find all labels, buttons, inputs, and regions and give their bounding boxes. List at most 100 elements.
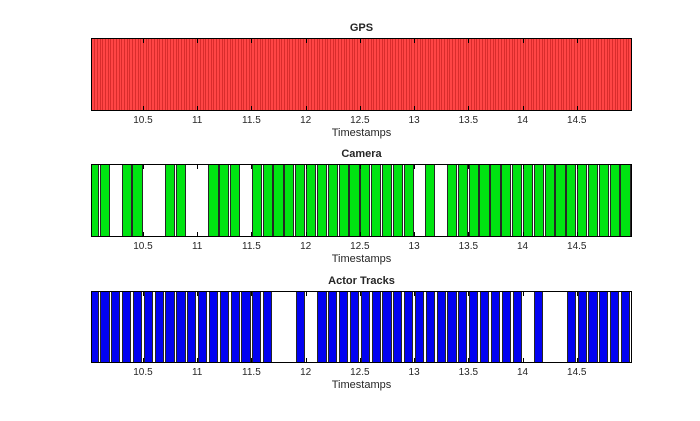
event-mark xyxy=(115,39,120,110)
event-mark xyxy=(180,39,185,110)
event-mark xyxy=(167,39,171,110)
event-mark xyxy=(259,39,263,110)
x-axis-tick-mark xyxy=(468,232,470,236)
event-mark xyxy=(598,39,602,110)
event-mark xyxy=(132,292,143,362)
event-mark xyxy=(292,39,296,110)
event-mark xyxy=(609,165,620,236)
x-axis-tick-mark xyxy=(359,232,361,236)
event-mark xyxy=(240,39,244,110)
event-mark xyxy=(338,292,349,362)
event-mark xyxy=(278,39,282,110)
x-axis-tick-mark xyxy=(251,165,253,169)
event-mark xyxy=(389,39,393,110)
event-mark xyxy=(555,165,566,236)
event-mark xyxy=(216,39,220,110)
event-mark xyxy=(340,39,345,110)
event-mark xyxy=(566,292,576,362)
event-mark xyxy=(132,39,136,110)
event-mark xyxy=(295,165,306,236)
x-axis-tick-label: 11 xyxy=(191,367,203,378)
x-axis-tick-mark xyxy=(576,292,578,296)
event-mark xyxy=(338,39,342,110)
event-mark xyxy=(349,292,360,362)
event-mark xyxy=(587,165,599,236)
event-mark xyxy=(270,39,274,110)
event-mark xyxy=(552,39,556,110)
actor-tracks-plot-title: Actor Tracks xyxy=(328,275,395,287)
event-mark xyxy=(392,39,396,110)
event-mark xyxy=(501,292,511,362)
x-axis-tick-mark xyxy=(197,232,199,236)
event-mark xyxy=(262,165,273,236)
event-mark xyxy=(419,39,423,110)
event-mark xyxy=(221,39,225,110)
x-axis-tick-mark xyxy=(305,358,307,362)
event-mark xyxy=(316,39,320,110)
event-mark xyxy=(538,39,543,110)
x-axis-tick-label: 14.5 xyxy=(567,115,587,126)
actor-tracks-plot-area xyxy=(91,291,632,363)
event-mark xyxy=(612,39,616,110)
event-mark xyxy=(142,39,147,110)
event-mark xyxy=(208,165,219,236)
event-mark xyxy=(587,39,591,110)
event-mark xyxy=(512,292,522,362)
event-mark xyxy=(544,165,555,236)
event-mark xyxy=(457,39,461,110)
event-mark xyxy=(178,39,182,110)
x-axis-tick-mark xyxy=(414,106,416,110)
gps-plot-title: GPS xyxy=(349,22,374,34)
x-axis-tick-label: 12 xyxy=(300,241,312,252)
x-axis-tick-mark xyxy=(522,358,524,362)
event-mark xyxy=(546,39,551,110)
event-mark xyxy=(175,39,179,110)
event-mark xyxy=(430,39,434,110)
event-mark xyxy=(107,39,111,110)
x-axis-tick-mark xyxy=(142,106,144,110)
x-axis-tick-label: 12.5 xyxy=(350,115,370,126)
event-mark xyxy=(595,39,599,110)
event-mark xyxy=(577,292,587,362)
event-mark xyxy=(622,39,627,110)
x-axis-tick-mark xyxy=(251,358,253,362)
event-mark xyxy=(509,39,513,110)
event-mark xyxy=(449,39,453,110)
x-axis-tick-mark xyxy=(142,39,144,43)
event-mark xyxy=(416,39,421,110)
event-mark xyxy=(484,39,488,110)
event-mark xyxy=(330,39,334,110)
event-mark xyxy=(102,39,106,110)
event-mark xyxy=(501,165,512,236)
event-mark xyxy=(414,39,418,110)
x-axis-tick-mark xyxy=(522,165,524,169)
event-mark xyxy=(576,39,580,110)
event-mark xyxy=(198,292,208,362)
x-axis-tick-label: 10.5 xyxy=(133,115,153,126)
x-axis-tick-label: 13.5 xyxy=(458,367,479,378)
x-axis-tick-mark xyxy=(576,165,578,169)
x-axis-tick-mark xyxy=(468,358,470,362)
event-mark xyxy=(313,39,317,110)
event-mark xyxy=(436,292,446,362)
x-axis-tick-mark xyxy=(576,232,578,236)
event-mark xyxy=(332,39,336,110)
event-mark xyxy=(328,292,338,362)
event-mark xyxy=(370,39,374,110)
x-axis-tick-label: 11 xyxy=(191,115,203,126)
event-mark xyxy=(563,39,567,110)
actor-tracks-x-axis-tick-labels: 10.5 11 11.5 12 12.5 13 13.5 14 14.5 xyxy=(92,367,633,380)
event-mark xyxy=(527,39,532,110)
event-mark xyxy=(96,39,101,110)
event-mark xyxy=(118,39,122,110)
gps-x-axis-tick-labels: 10.5 11 11.5 12 12.5 13 13.5 14 14.5 xyxy=(92,115,633,128)
event-mark xyxy=(393,292,403,362)
event-mark xyxy=(517,39,521,110)
event-mark xyxy=(481,39,486,110)
event-mark xyxy=(324,39,328,110)
event-mark xyxy=(243,39,247,110)
event-mark xyxy=(492,39,496,110)
event-mark xyxy=(140,39,144,110)
event-mark xyxy=(506,39,510,110)
x-axis-tick-mark xyxy=(522,106,524,110)
